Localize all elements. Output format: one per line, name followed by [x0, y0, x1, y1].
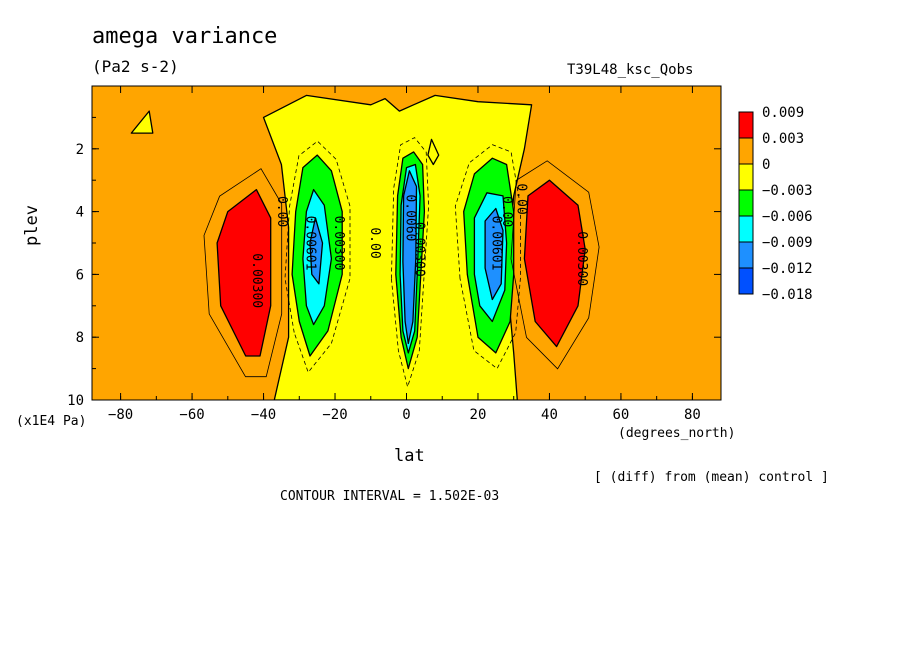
y-tick-label: 10 [67, 393, 84, 409]
x-tick-label: 40 [541, 407, 558, 423]
colorbar-swatch [738, 267, 754, 295]
x-tick-label: −40 [251, 407, 276, 423]
y-tick-label: 8 [76, 330, 84, 346]
colorbar-label: −0.006 [762, 209, 813, 225]
contour-label: 0.00 [367, 227, 382, 258]
contour-line-neg1-east [454, 144, 521, 370]
colorbar-label: 0.009 [762, 105, 804, 121]
x-tick-label: −80 [108, 407, 133, 423]
contour-label: 0.00601 [302, 216, 317, 271]
x-axis-label: lat [394, 446, 425, 466]
contour-label: 0.00300 [249, 253, 264, 308]
colorbar-swatch [738, 111, 754, 139]
contour-label: 0.00 [499, 196, 514, 227]
contour-label: 0.0060 [403, 194, 418, 241]
colorbar-swatch [738, 163, 754, 191]
y-tick-label: 6 [76, 267, 84, 283]
contour-line-neg1-west [284, 140, 351, 374]
x-tick-label: −60 [179, 407, 204, 423]
chart-title: amega variance [92, 24, 278, 49]
region-neg3-east [484, 207, 504, 301]
contour-label: 0.00601 [488, 216, 503, 271]
chart-subtitle: (Pa2 s-2) [92, 57, 179, 76]
colorbar-swatch [738, 241, 754, 269]
diff-note: [ (diff) from (mean) control ] [594, 470, 829, 485]
region-neutral-patch-eq [427, 138, 440, 166]
colorbar-label: 0.003 [762, 131, 804, 147]
colorbar-label: −0.018 [762, 287, 813, 303]
region-neutral-patch-north [130, 110, 154, 134]
contour-line-neg1-eq [390, 137, 430, 389]
contour-label: 0.00300 [574, 231, 589, 286]
y-tick-label: 4 [76, 205, 84, 221]
x-tick-label: 20 [470, 407, 487, 423]
x-tick-label: 0 [402, 407, 410, 423]
contour-label: 0.00 [274, 196, 289, 227]
region-neg3-west [309, 217, 324, 285]
region-neg3-eq [402, 170, 418, 345]
colorbar-label: −0.009 [762, 235, 813, 251]
colorbar-label: −0.012 [762, 261, 813, 277]
contour-interval: CONTOUR INTERVAL = 1.502E-03 [280, 489, 500, 504]
run-label: T39L48_ksc_Qobs [567, 62, 694, 78]
contour-label: 0.00 [513, 183, 528, 214]
contour-label: 0.00300 [331, 216, 346, 271]
y-axis-unit: (x1E4 Pa) [16, 414, 87, 429]
colorbar-swatch [738, 215, 754, 243]
contour-label: 0.00300 [411, 222, 426, 277]
colorbar-swatch [738, 189, 754, 217]
contour-line-positive-east [510, 160, 600, 370]
region-positive-west [216, 188, 272, 357]
contour-line-positive-west [203, 168, 283, 378]
x-tick-label: 80 [684, 407, 701, 423]
colorbar-swatch [738, 137, 754, 165]
x-tick-label: −20 [322, 407, 347, 423]
y-tick-label: 2 [76, 142, 84, 158]
region-positive-east [523, 179, 586, 348]
x-tick-label: 60 [613, 407, 630, 423]
x-axis-unit: (degrees_north) [618, 426, 736, 441]
colorbar-label: −0.003 [762, 183, 813, 199]
colorbar-label: 0 [762, 157, 770, 173]
